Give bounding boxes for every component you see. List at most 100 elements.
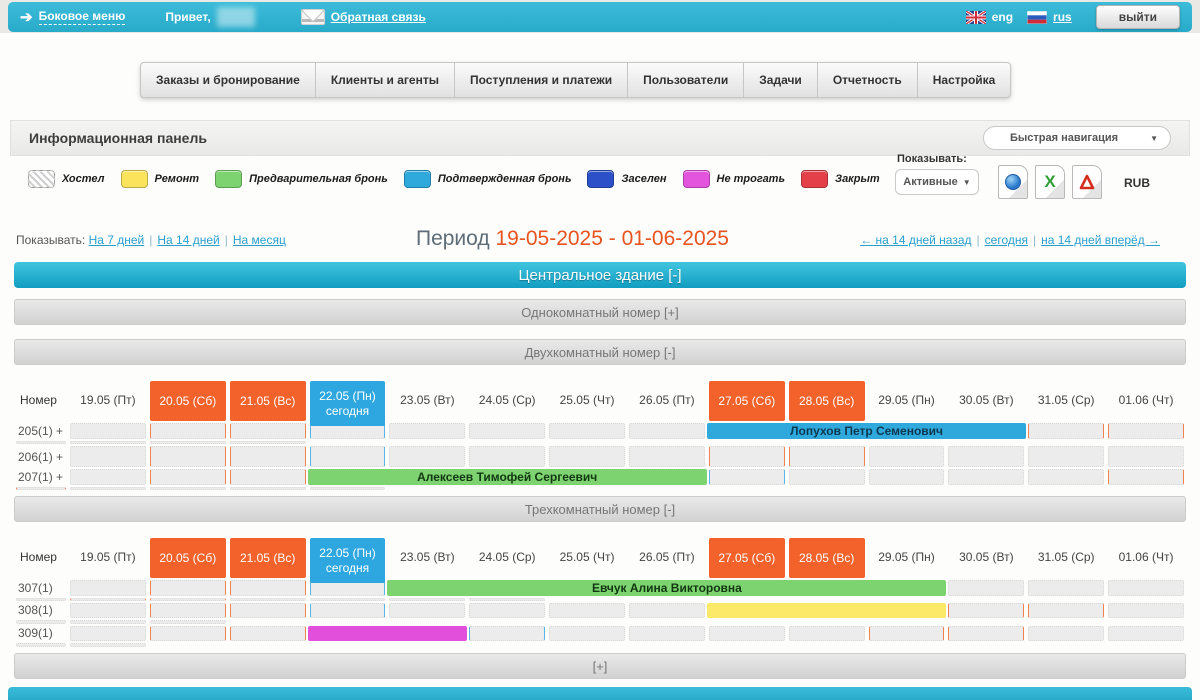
day-cell[interactable] [469, 423, 546, 439]
day-cell[interactable] [948, 626, 1025, 641]
export-pdf-icon[interactable] [1072, 165, 1102, 199]
day-cell[interactable] [389, 603, 466, 618]
range-link-2[interactable]: На 14 дней [157, 233, 220, 247]
range-link-1[interactable]: На 7 дней [88, 233, 145, 247]
room-label[interactable]: 308(1) [18, 603, 53, 618]
room-type-header[interactable]: [+] [14, 653, 1186, 679]
day-cell[interactable] [70, 597, 146, 601]
feedback-group[interactable]: Обратная связь [300, 9, 426, 25]
day-cell[interactable] [1108, 580, 1184, 596]
tab-4[interactable]: Пользователи [628, 62, 745, 98]
tab-2[interactable]: Клиенты и агенты [315, 62, 455, 98]
day-cell[interactable] [229, 603, 306, 618]
day-cell[interactable] [628, 603, 705, 618]
day-cell[interactable] [469, 626, 546, 641]
day-cell[interactable] [469, 446, 546, 467]
day-cell[interactable] [948, 580, 1025, 596]
day-cell[interactable] [1028, 580, 1105, 596]
filter-select[interactable]: Активные ▼ [895, 169, 979, 195]
room-type-header[interactable]: Однокомнатный номер [+] [14, 299, 1186, 325]
day-cell[interactable] [149, 603, 226, 618]
lang-eng[interactable]: eng [964, 9, 1013, 25]
day-cell[interactable] [1108, 446, 1184, 467]
day-cell[interactable] [469, 603, 546, 618]
day-cell[interactable] [628, 626, 705, 641]
period-nav-link-2[interactable]: сегодня [984, 233, 1028, 247]
booking-bar[interactable] [706, 603, 947, 618]
side-menu-toggle[interactable]: ➔ Боковое меню [20, 9, 126, 25]
tab-6[interactable]: Отчетность [817, 62, 918, 98]
day-cell[interactable] [16, 440, 66, 444]
day-cell[interactable] [1028, 626, 1105, 641]
day-cell[interactable] [149, 440, 226, 444]
day-cell[interactable] [1108, 423, 1184, 439]
day-cell[interactable] [708, 469, 785, 485]
day-cell[interactable] [70, 440, 146, 444]
day-cell[interactable] [16, 486, 66, 490]
day-cell[interactable] [708, 446, 785, 467]
day-cell[interactable] [389, 423, 466, 439]
day-cell[interactable] [549, 626, 625, 641]
day-cell[interactable] [549, 423, 625, 439]
day-cell[interactable] [1108, 603, 1184, 618]
day-cell[interactable] [948, 446, 1025, 467]
day-cell[interactable] [149, 486, 226, 490]
day-cell[interactable] [708, 626, 785, 641]
booking-bar[interactable]: Алексеев Тимофей Сергеевич [307, 469, 707, 485]
room-label[interactable]: 205(1) + [18, 423, 64, 438]
day-cell[interactable] [309, 446, 386, 467]
day-cell[interactable] [948, 603, 1025, 618]
day-cell[interactable] [868, 469, 945, 485]
day-cell[interactable] [70, 423, 146, 439]
day-cell[interactable] [788, 469, 865, 485]
room-type-header[interactable]: Двухкомнатный номер [-] [14, 339, 1186, 365]
lang-rus-label[interactable]: rus [1053, 10, 1072, 24]
building-header[interactable]: Центральное здание [-] [14, 262, 1186, 288]
day-cell[interactable] [549, 446, 625, 467]
day-cell[interactable] [229, 597, 306, 601]
day-cell[interactable] [16, 642, 66, 647]
period-nav-link-1[interactable]: ← на 14 дней назад [860, 233, 972, 247]
room-label[interactable]: 206(1) + [18, 449, 64, 464]
day-cell[interactable] [1028, 423, 1105, 439]
room-label[interactable]: 309(1) [18, 626, 53, 641]
day-cell[interactable] [16, 619, 66, 624]
tab-5[interactable]: Задачи [744, 62, 818, 98]
tab-7[interactable]: Настройка [917, 62, 1012, 98]
day-cell[interactable] [70, 642, 146, 647]
day-cell[interactable] [149, 597, 226, 601]
logout-button[interactable]: выйти [1095, 5, 1180, 29]
day-cell[interactable] [149, 580, 226, 596]
day-cell[interactable] [70, 446, 146, 467]
day-cell[interactable] [149, 626, 226, 641]
day-cell[interactable] [70, 603, 146, 618]
booking-bar[interactable]: Лопухов Петр Семенович [706, 423, 1027, 439]
day-cell[interactable] [469, 597, 546, 601]
day-cell[interactable] [788, 626, 865, 641]
quick-nav-select[interactable]: Быстрая навигация ▼ [983, 126, 1171, 150]
day-cell[interactable] [1028, 469, 1105, 485]
day-cell[interactable] [229, 469, 306, 485]
export-excel-icon[interactable]: X [1035, 165, 1065, 199]
day-cell[interactable] [149, 619, 226, 624]
day-cell[interactable] [1108, 469, 1184, 485]
day-cell[interactable] [788, 446, 865, 467]
day-cell[interactable] [309, 486, 386, 490]
room-type-header[interactable]: Трехкомнатный номер [-] [14, 496, 1186, 522]
day-cell[interactable] [229, 440, 306, 444]
day-cell[interactable] [948, 469, 1025, 485]
day-cell[interactable] [149, 469, 226, 485]
day-cell[interactable] [628, 446, 705, 467]
booking-bar[interactable] [307, 626, 468, 641]
tab-3[interactable]: Поступления и платежи [454, 62, 629, 98]
room-label[interactable]: 307(1) [18, 580, 53, 595]
day-cell[interactable] [70, 486, 146, 490]
range-link-3[interactable]: На месяц [232, 233, 286, 247]
day-cell[interactable] [229, 446, 306, 467]
day-cell[interactable] [229, 423, 306, 439]
day-cell[interactable] [628, 423, 705, 439]
day-cell[interactable] [389, 446, 466, 467]
day-cell[interactable] [868, 626, 945, 641]
tab-1[interactable]: Заказы и бронирование [140, 62, 316, 98]
day-cell[interactable] [149, 423, 226, 439]
